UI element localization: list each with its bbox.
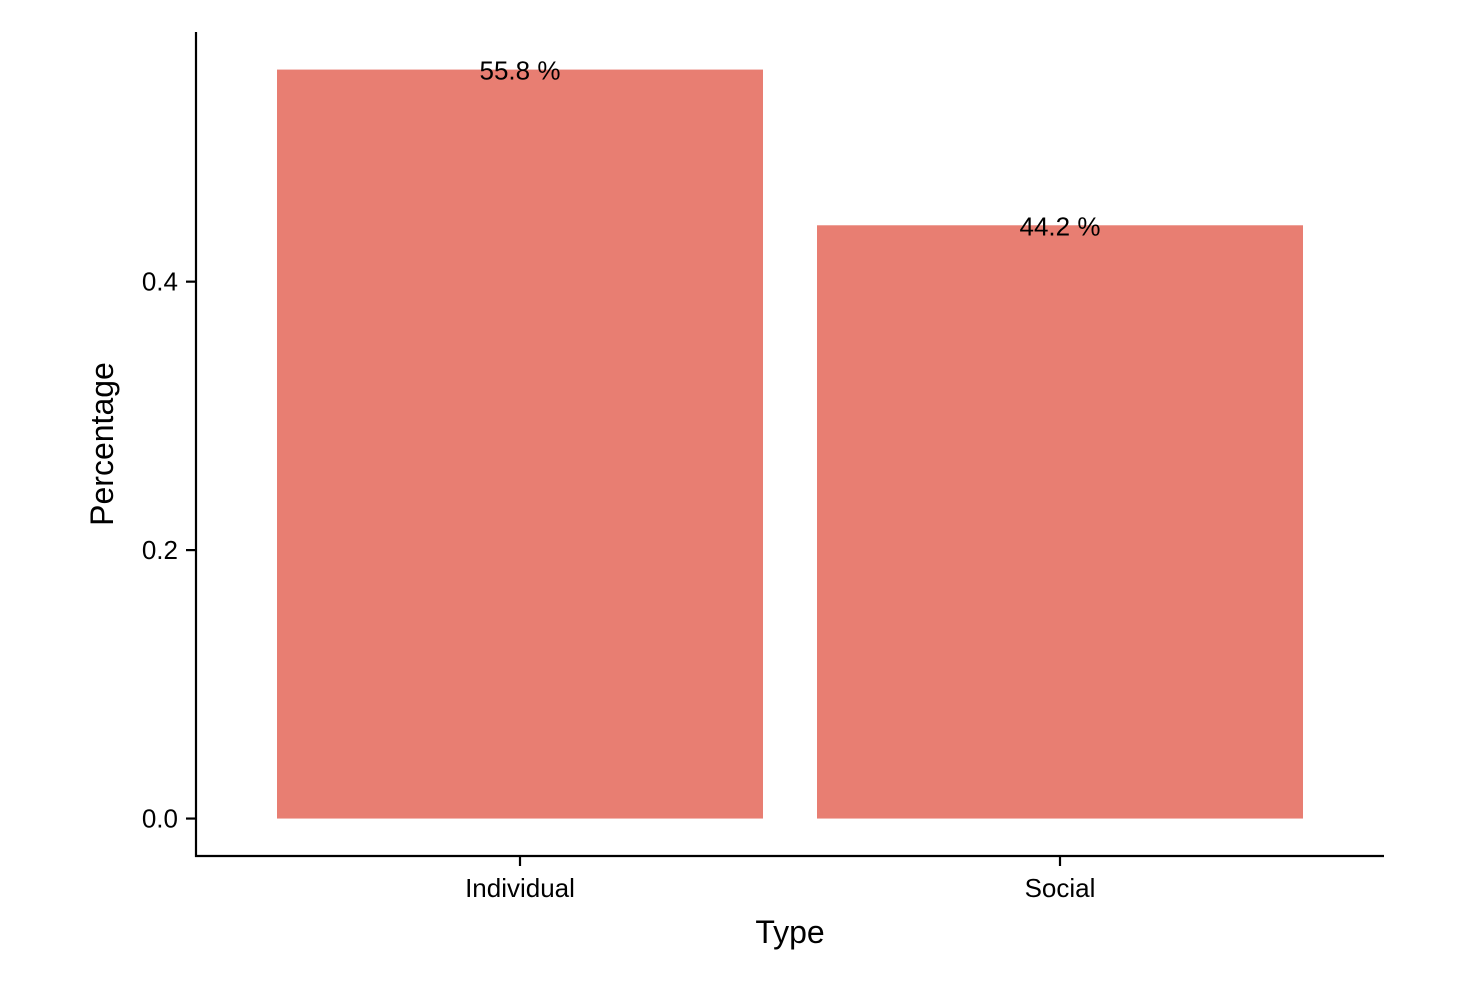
bar-individual	[277, 69, 763, 819]
x-tick-label: Individual	[465, 873, 575, 903]
x-axis-ticks: Individual Social	[465, 856, 1095, 903]
y-axis-title: Percentage	[84, 362, 120, 526]
bar-value-label: 55.8 %	[480, 56, 561, 86]
x-tick-label: Social	[1025, 873, 1096, 903]
bar-social	[817, 225, 1303, 819]
data-labels-layer: 55.8 % 44.2 %	[480, 56, 1101, 242]
y-tick-label: 0.4	[142, 267, 178, 297]
bar-value-label: 44.2 %	[1020, 211, 1101, 241]
bars-layer	[277, 69, 1303, 819]
y-axis-ticks: 0.0 0.2 0.4	[142, 267, 196, 834]
x-axis-title: Type	[755, 914, 824, 950]
y-tick-label: 0.2	[142, 535, 178, 565]
y-tick-label: 0.0	[142, 804, 178, 834]
